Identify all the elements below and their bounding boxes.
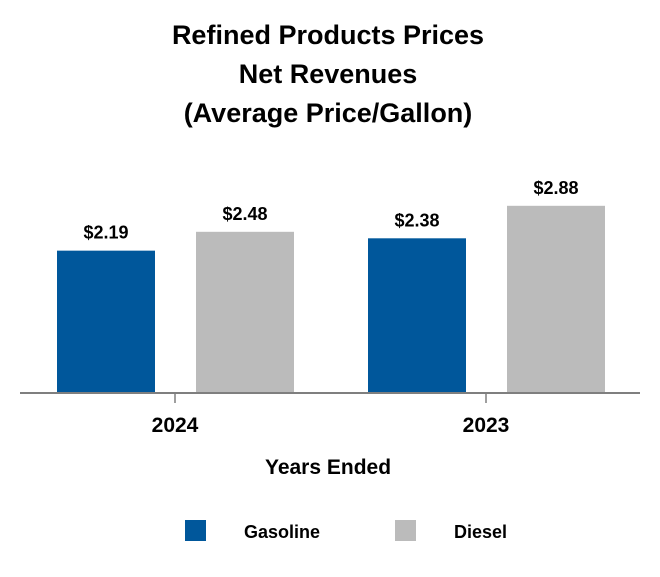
- chart-title-line-2: Net Revenues: [239, 59, 418, 89]
- chart-title-line-3: (Average Price/Gallon): [184, 98, 473, 128]
- data-label-diesel-2023: $2.88: [533, 178, 578, 198]
- data-label-diesel-2024: $2.48: [222, 204, 267, 224]
- x-tick-label-2023: 2023: [463, 414, 510, 437]
- chart-title-line-1: Refined Products Prices: [172, 20, 484, 50]
- bar-gasoline-2024: [57, 250, 155, 393]
- legend-label-diesel: Diesel: [454, 522, 507, 542]
- x-axis-label: Years Ended: [265, 456, 391, 479]
- bar-diesel-2023: [507, 205, 605, 393]
- bar-diesel-2024: [196, 231, 294, 393]
- data-label-gasoline-2023: $2.38: [394, 210, 439, 230]
- legend-label-gasoline: Gasoline: [244, 522, 320, 542]
- legend-swatch-gasoline: [185, 520, 206, 541]
- legend-swatch-diesel: [395, 520, 416, 541]
- bar-gasoline-2023: [368, 238, 466, 393]
- x-tick-label-2024: 2024: [152, 414, 199, 437]
- data-label-gasoline-2024: $2.19: [83, 223, 128, 243]
